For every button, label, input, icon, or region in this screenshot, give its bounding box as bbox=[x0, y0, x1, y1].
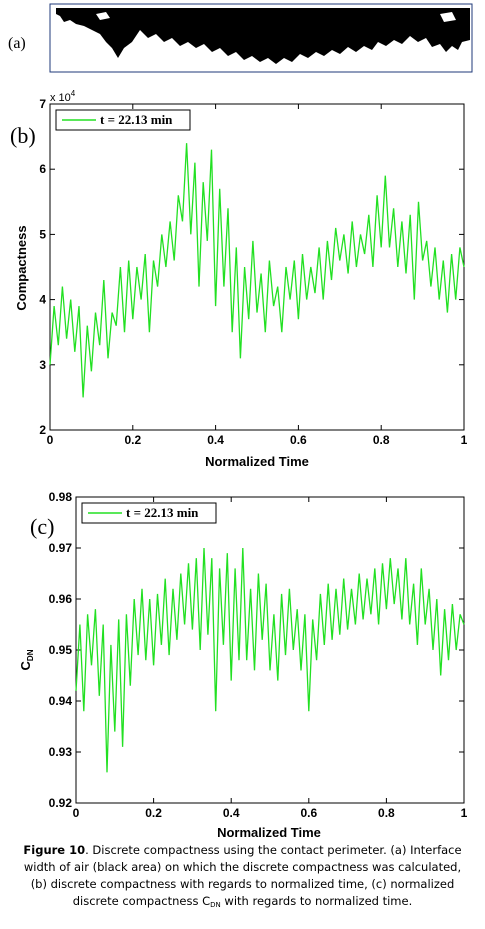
caption-line-3: (b) discrete compactness with regards to… bbox=[30, 877, 455, 891]
x-tick-label: 0.2 bbox=[145, 806, 162, 820]
series-line bbox=[49, 143, 465, 398]
x-tick-label: 0.4 bbox=[223, 806, 240, 820]
y-tick-label: 5 bbox=[39, 227, 46, 241]
y-tick-label: 3 bbox=[39, 358, 46, 372]
series-line bbox=[75, 547, 465, 773]
caption-line-4a: discrete compactness C bbox=[72, 894, 211, 908]
panel-a: (a) bbox=[8, 3, 473, 73]
x-axis-label: Normalized Time bbox=[205, 454, 309, 469]
panel-a-label: (a) bbox=[8, 35, 26, 52]
x-tick-label: 0 bbox=[47, 433, 54, 447]
legend-box bbox=[81, 502, 217, 524]
y-tick-label: 0.93 bbox=[49, 745, 73, 759]
y-tick-label: 0.98 bbox=[49, 490, 73, 504]
caption-line-2: width of air (black area) on which the d… bbox=[23, 860, 462, 874]
x-tick-label: 0.2 bbox=[124, 433, 141, 447]
y-axis-label: CDN bbox=[18, 649, 35, 670]
y-tick-label: 0.94 bbox=[49, 694, 73, 708]
interface-air-area bbox=[56, 8, 470, 64]
legend-label: t = 22.13 min bbox=[100, 112, 173, 127]
x-tick-label: 0.8 bbox=[378, 806, 395, 820]
x-axis-label: Normalized Time bbox=[217, 825, 321, 840]
x-tick-label: 0.4 bbox=[207, 433, 224, 447]
chart-compactness: (b) x 104 0 0.2 0.4 0.6 0.8 1 2 3 4 5 6 7 t = 22.13 … bbox=[10, 89, 468, 469]
y-tick-label: 6 bbox=[39, 162, 46, 176]
panel-c-label: (c) bbox=[30, 514, 54, 539]
chart-cdn: (c) 0 0.2 0.4 0.6 0.8 1 0.92 0.93 0.94 0.95 0.96 0.… bbox=[18, 490, 468, 840]
plot-frame bbox=[49, 103, 465, 431]
x-tick-label: 1 bbox=[461, 433, 468, 447]
figure-caption: Figure 10. Discrete compactness using th… bbox=[0, 842, 485, 914]
y-tick-label: 0.92 bbox=[49, 796, 73, 810]
y-tick-label: 4 bbox=[39, 293, 46, 307]
x-tick-label: 1 bbox=[461, 806, 468, 820]
caption-line-1: . Discrete compactness using the contact… bbox=[85, 843, 462, 857]
plot-frame bbox=[75, 496, 465, 804]
caption-line-4b: with regards to normalized time. bbox=[220, 894, 413, 908]
y-tick-label: 2 bbox=[39, 423, 46, 437]
legend-box bbox=[55, 109, 191, 131]
y-tick-label: 7 bbox=[39, 97, 46, 111]
panel-b-label: (b) bbox=[10, 123, 36, 148]
figure-label: Figure 10 bbox=[23, 843, 86, 857]
caption-line-4-sub: DN bbox=[210, 901, 221, 909]
y-tick-label: 0.97 bbox=[49, 541, 73, 555]
legend-label: t = 22.13 min bbox=[126, 505, 199, 520]
y-tick-label: 0.96 bbox=[49, 592, 73, 606]
x-tick-label: 0.6 bbox=[300, 806, 317, 820]
x-tick-label: 0.8 bbox=[373, 433, 390, 447]
y-tick-label: 0.95 bbox=[49, 643, 73, 657]
x-tick-label: 0.6 bbox=[290, 433, 307, 447]
y-axis-label: Compactness bbox=[14, 225, 29, 310]
x-tick-label: 0 bbox=[73, 806, 80, 820]
y-multiplier-label: x 104 bbox=[50, 89, 76, 104]
